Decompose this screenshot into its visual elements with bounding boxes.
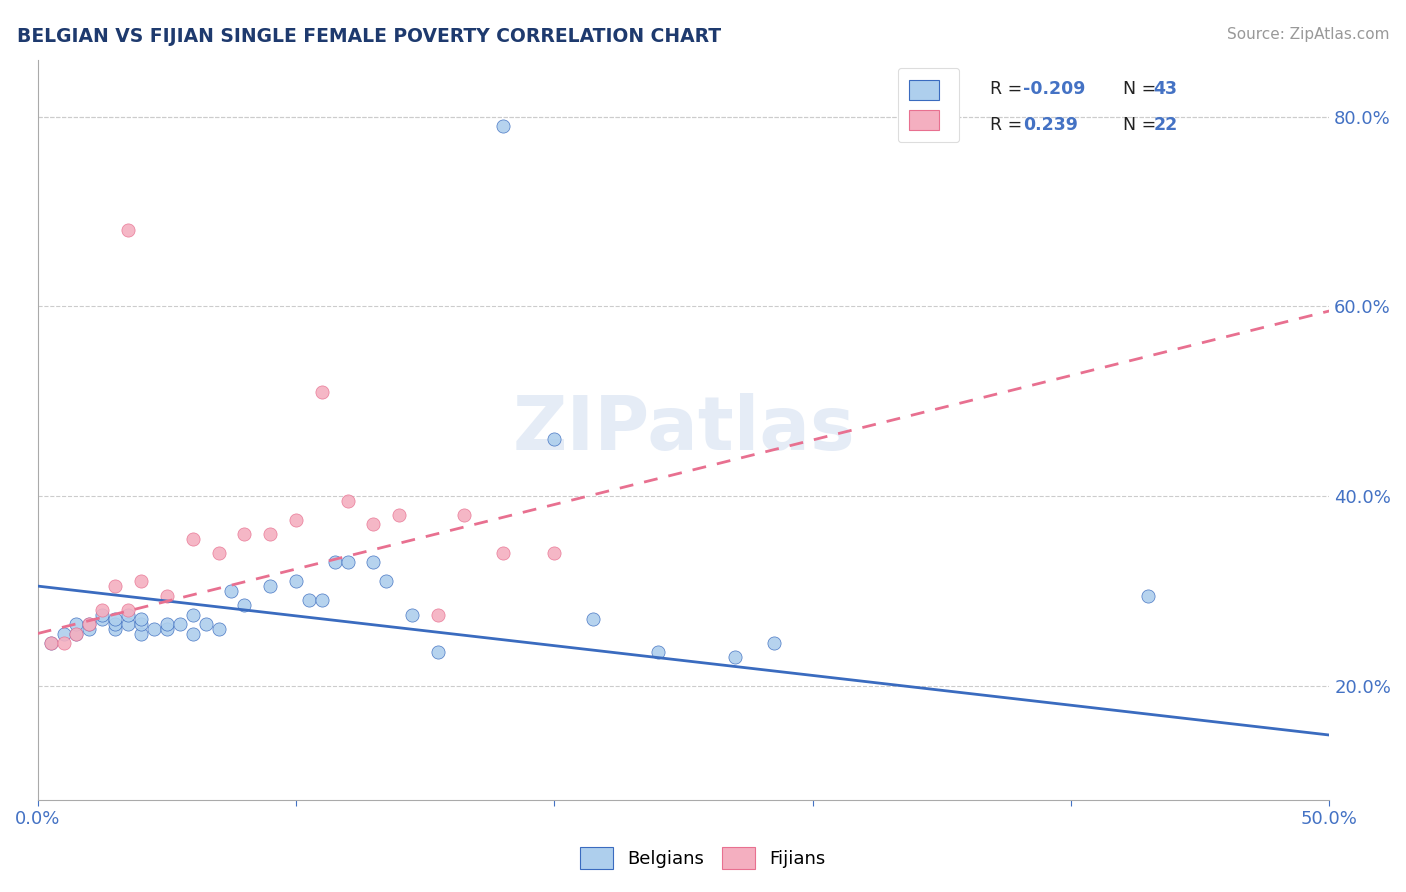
Point <box>156 617 179 632</box>
Point <box>65 626 87 640</box>
Point <box>79 617 101 632</box>
Point <box>142 622 165 636</box>
Point <box>388 508 411 522</box>
Point <box>221 583 243 598</box>
Point <box>129 574 152 589</box>
Point <box>181 626 204 640</box>
Point <box>169 617 191 632</box>
Point <box>52 626 75 640</box>
Point <box>233 527 256 541</box>
Point <box>117 607 139 622</box>
Point <box>285 574 308 589</box>
Point <box>207 622 229 636</box>
Point <box>311 593 333 607</box>
Point <box>259 527 281 541</box>
Point <box>363 517 385 532</box>
Point <box>39 636 62 650</box>
Point <box>427 645 450 659</box>
Text: 0.239: 0.239 <box>1024 116 1078 134</box>
Point <box>52 636 75 650</box>
Point <box>65 626 87 640</box>
Point <box>181 607 204 622</box>
Point <box>762 636 785 650</box>
Point <box>363 555 385 569</box>
Point <box>259 579 281 593</box>
Point <box>129 612 152 626</box>
Point <box>117 617 139 632</box>
Text: N =: N = <box>1122 116 1156 134</box>
Point <box>104 579 127 593</box>
Text: N =: N = <box>1122 80 1156 98</box>
Point <box>311 384 333 399</box>
Point <box>79 617 101 632</box>
Text: 22: 22 <box>1153 116 1178 134</box>
Point <box>91 607 114 622</box>
Point <box>543 432 565 446</box>
Point <box>117 603 139 617</box>
Point <box>207 546 229 560</box>
Point <box>91 612 114 626</box>
Point <box>104 612 127 626</box>
Point <box>194 617 217 632</box>
Point <box>156 589 179 603</box>
Point <box>233 598 256 612</box>
Point <box>453 508 475 522</box>
Point <box>582 612 605 626</box>
Point <box>39 636 62 650</box>
Text: R =: R = <box>990 80 1022 98</box>
Point <box>104 622 127 636</box>
Point <box>285 513 308 527</box>
Point <box>298 593 321 607</box>
Point <box>1137 589 1160 603</box>
Legend: , : , <box>897 68 959 142</box>
Point <box>336 493 359 508</box>
Point <box>129 626 152 640</box>
Point <box>104 617 127 632</box>
Legend: Belgians, Fijians: Belgians, Fijians <box>571 838 835 879</box>
Point <box>117 223 139 237</box>
Text: R =: R = <box>990 116 1022 134</box>
Point <box>65 617 87 632</box>
Point <box>336 555 359 569</box>
Point <box>647 645 669 659</box>
Point <box>181 532 204 546</box>
Point <box>323 555 346 569</box>
Point <box>492 119 515 133</box>
Point <box>427 607 450 622</box>
Text: ZIPatlas: ZIPatlas <box>512 393 855 466</box>
Point <box>79 622 101 636</box>
Text: Source: ZipAtlas.com: Source: ZipAtlas.com <box>1226 27 1389 42</box>
Point <box>91 603 114 617</box>
Text: 43: 43 <box>1153 80 1178 98</box>
Text: BELGIAN VS FIJIAN SINGLE FEMALE POVERTY CORRELATION CHART: BELGIAN VS FIJIAN SINGLE FEMALE POVERTY … <box>17 27 721 45</box>
Point <box>156 622 179 636</box>
Point <box>543 546 565 560</box>
Text: -0.209: -0.209 <box>1024 80 1085 98</box>
Point <box>401 607 423 622</box>
Point <box>129 617 152 632</box>
Point <box>375 574 398 589</box>
Point <box>724 650 747 665</box>
Point <box>492 546 515 560</box>
